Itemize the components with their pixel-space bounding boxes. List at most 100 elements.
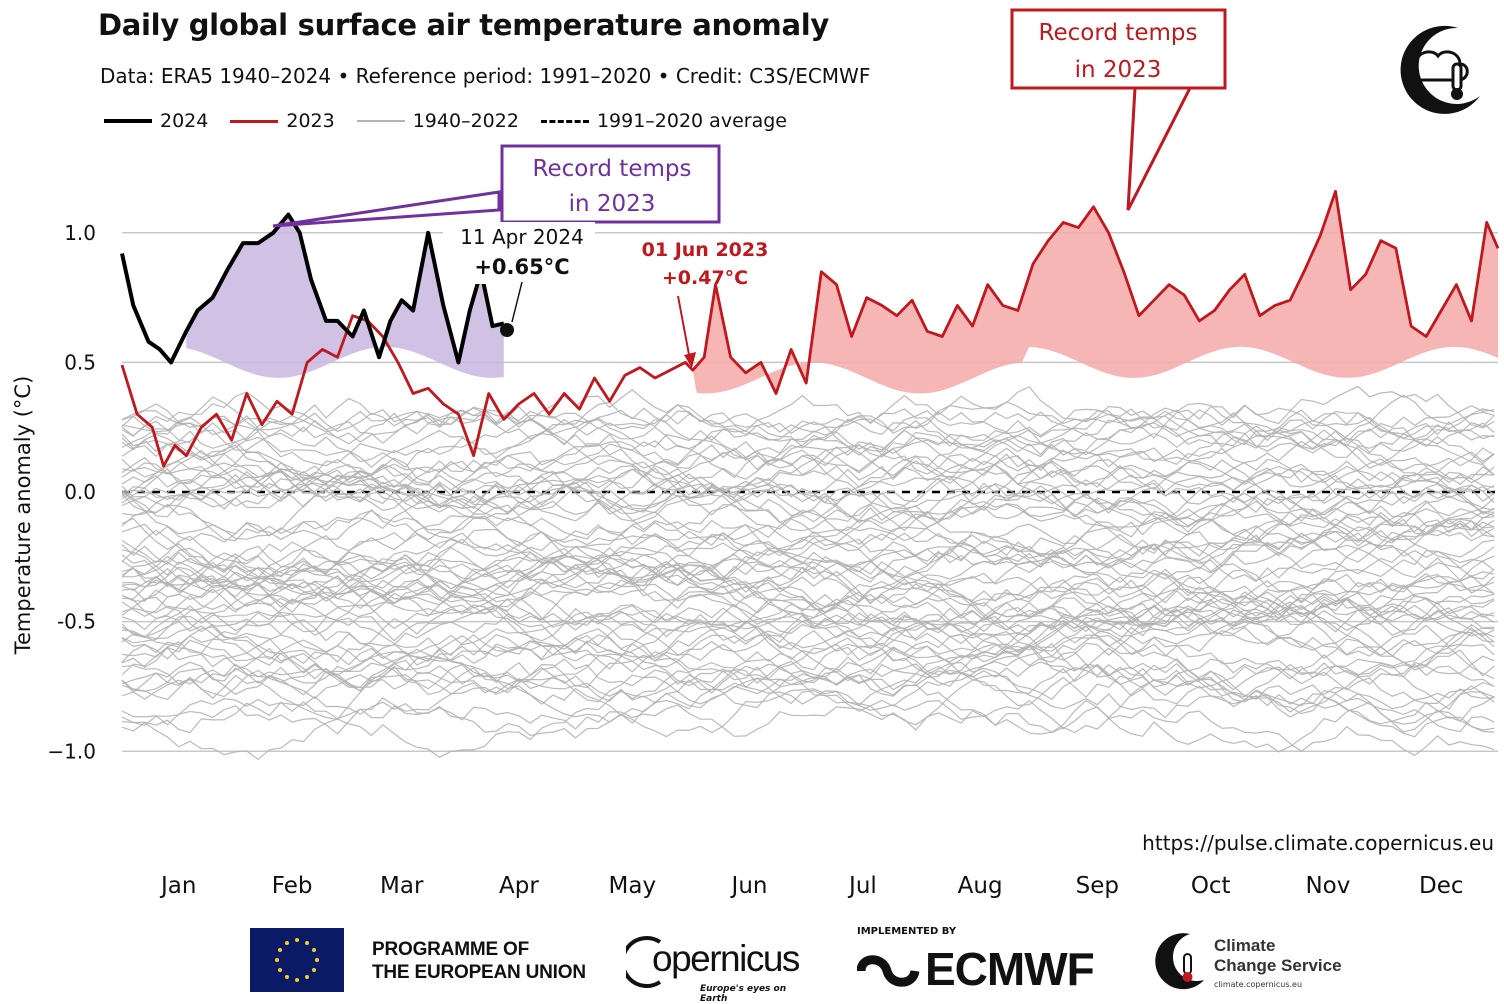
historic-series-line [121,668,1495,761]
legend-label-2024: 2024 [160,110,209,132]
eu-programme-label: PROGRAMME OF THE EUROPEAN UNION [372,938,586,984]
historic-series-line [121,557,1495,630]
historic-series-line [121,468,1495,569]
historic-series-line [121,431,1495,536]
x-tick-label: Jan [159,873,196,899]
historic-series-line [121,628,1495,698]
callout-pointer-2024 [272,190,501,228]
eu-flag-icon [250,928,344,992]
historic-series-line [121,603,1495,659]
legend-label-historic: 1940–2022 [412,110,519,132]
c3s-logo: Climate Change Service climate.copernicu… [1150,928,1370,1000]
historic-series-line [121,397,1495,459]
temperature-anomaly-chart: −1.0 -0.5 0.0 0.5 1.0 Jan Feb Mar Apr May Jun Jul Au… [11,8,1500,899]
eu-line1: PROGRAMME OF [372,939,529,960]
historic-series-line [121,596,1495,683]
callout-box-2023 [1010,8,1227,90]
x-tick-label: Aug [958,873,1003,899]
historic-series-line [121,620,1495,696]
historic-series-line [121,438,1495,506]
historic-series-line [121,604,1495,671]
historic-series-line [121,563,1495,618]
latest-2024-date: 11 Apr 2024 [460,225,584,249]
historic-series-line [121,586,1495,643]
historic-series-line [121,394,1495,469]
callout-pointer-2023 [1126,86,1193,211]
annotation-record-2023: Record temps in 2023 [1010,8,1227,211]
series-line-2024 [120,212,505,365]
historic-series-line [121,674,1495,737]
historic-series-line [121,553,1495,617]
annotation-jun-2023: 01 Jun 2023 +0.47°C [642,239,769,368]
historic-series-line [121,593,1495,648]
c3s-thermometer-logo-icon [1400,25,1480,114]
latest-2024-value: +0.65°C [474,255,569,279]
historic-series-line [121,404,1495,467]
y-tick-label: −1.0 [47,739,96,763]
chart-legend: 2024 2023 1940–2022 1991–2020 average [104,110,809,132]
historic-series-line [121,506,1495,585]
historic-series-line [121,532,1495,598]
y-tick-label: 1.0 [64,221,96,245]
chart-title: Daily global surface air temperature ano… [98,8,829,42]
historic-series-line [121,385,1495,458]
x-tick-label: Jun [730,873,768,899]
legend-swatch-2023 [230,119,279,123]
annotation-latest-2024: 11 Apr 2024 +0.65°C [443,222,595,337]
jun-2023-date: 01 Jun 2023 [642,239,769,261]
copernicus-tagline: Europe's eyes on Earth [700,984,787,1004]
historic-series-line [121,685,1495,753]
footer-logos: PROGRAMME OF THE EUROPEAN UNION opernicu… [0,920,1504,1004]
y-tick-label: -0.5 [57,610,96,634]
copernicus-c-icon [626,936,662,988]
historic-series-line [121,596,1495,675]
historic-series-line [121,463,1495,522]
jun-2023-pointer [677,295,691,361]
y-axis-label: Temperature anomaly (°C) [11,376,35,656]
callout-line2-2024: in 2023 [569,191,656,217]
legend-item-historic: 1940–2022 [356,110,519,132]
historic-series-line [121,609,1495,673]
historic-series-line [121,483,1495,543]
historic-series-line [121,644,1495,701]
legend-label-2023: 2023 [286,110,335,132]
historic-series-line [121,460,1495,522]
source-url[interactable]: https://pulse.climate.copernicus.eu [1142,831,1494,855]
ecmwf-logo: IMPLEMENTED BY ECMWF [857,926,1117,998]
ecmwf-swirl-icon [857,955,920,987]
chart-subtitle: Data: ERA5 1940–2024 • Reference period:… [100,64,871,88]
record-fill-areas [186,191,1498,394]
series-line-2023 [120,189,1500,468]
jun-2023-arrowhead [684,352,696,368]
x-tick-label: Mar [380,873,424,899]
latest-2024-pointer [511,281,523,323]
legend-swatch-average [540,119,589,123]
latest-2024-bg [443,222,595,284]
copernicus-wordmark: opernicus [652,938,800,979]
historic-series-line [121,647,1495,738]
legend-item-2023: 2023 [230,110,335,132]
y-tick-label: 0.5 [64,350,96,374]
callout-line2-2023: in 2023 [1075,57,1162,83]
c3s-line2: Change Service [1214,956,1342,975]
historic-series-line [121,385,1495,446]
c3s-url: climate.copernicus.eu [1214,980,1303,989]
x-tick-label: Feb [272,873,313,899]
historic-series-line [121,604,1495,670]
copernicus-logo: opernicus Europe's eyes on Earth [626,926,811,1004]
c3s-small-icon [1155,933,1204,990]
historic-series-line [121,544,1495,613]
x-tick-label: Nov [1305,873,1350,899]
record-fill-2023 [692,191,1498,394]
legend-item-2024: 2024 [104,110,208,132]
historic-series-line [121,410,1495,479]
ecmwf-implemented-by: IMPLEMENTED BY [857,926,957,937]
x-tick-label: Apr [499,873,539,899]
historic-series-line [121,577,1495,635]
highlight-series [120,189,1500,468]
historic-series-line [121,519,1495,598]
historic-series-line [121,409,1495,493]
legend-label-average: 1991–2020 average [596,110,787,132]
callout-line1-2024: Record temps [533,156,692,182]
legend-item-average: 1991–2020 average [540,110,787,132]
